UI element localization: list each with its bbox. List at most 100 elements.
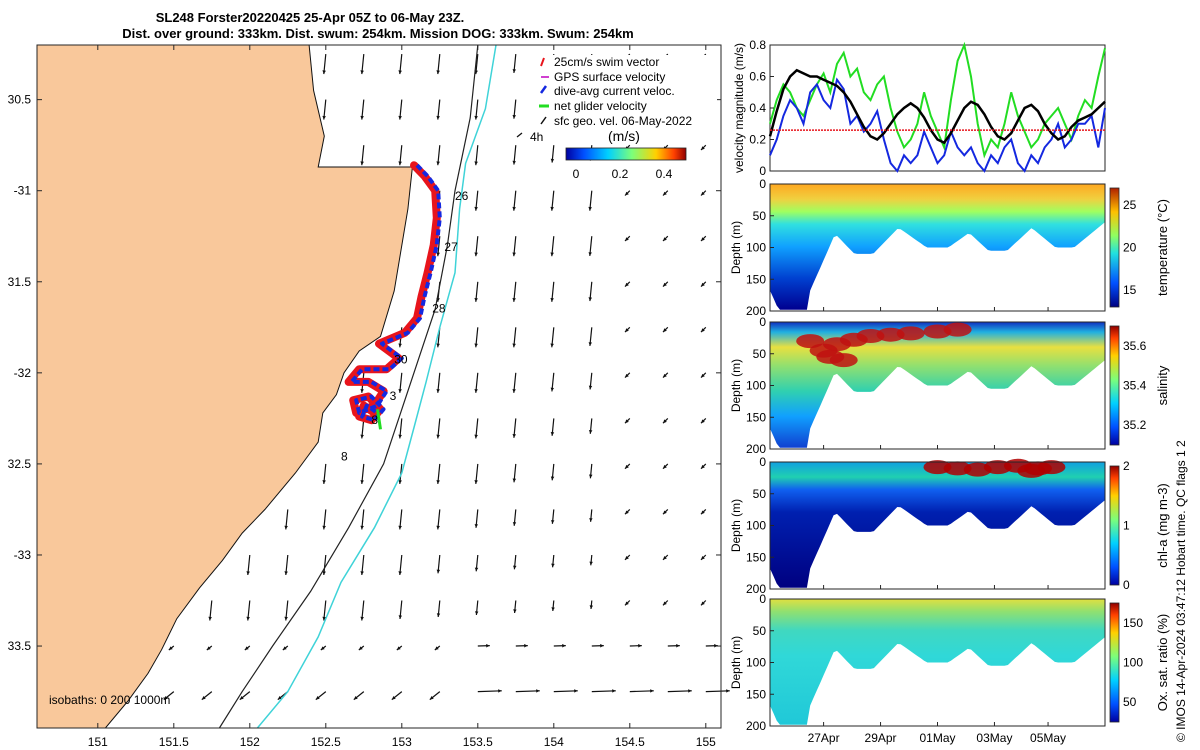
legend-dive-icon	[539, 85, 548, 94]
current-vector-head	[486, 644, 490, 648]
glider-net-velocity-tail	[376, 409, 382, 430]
oxygen-ylabel: Depth (m)	[729, 636, 743, 689]
current-vector-head	[550, 252, 554, 257]
oxygen-colorbar	[1109, 602, 1120, 723]
current-vector-head	[550, 476, 555, 481]
current-vector-head	[701, 282, 705, 287]
current-vector-head	[398, 70, 402, 75]
current-vector-head	[284, 571, 288, 575]
current-vector-head	[701, 510, 705, 515]
glider-track-current	[349, 163, 442, 423]
current-vector-head	[436, 480, 440, 484]
current-vector-head	[206, 646, 211, 650]
current-vector-head	[322, 525, 326, 530]
salinity-panel: 0 50 100 150 200 Depth (m) 35.2 35.4 35.6 salinit…	[729, 315, 1170, 456]
velocity-ticks: 0 0.2 0.4 0.6 0.8	[749, 38, 774, 178]
map-xtick-label: 153	[392, 735, 412, 749]
map-ytick-label: -32	[14, 366, 32, 380]
current-vector-head	[524, 644, 528, 648]
current-vector-head	[550, 206, 554, 211]
current-vector-head	[322, 70, 326, 75]
temperature-ytick-label: 150	[746, 272, 766, 286]
current-vector-head	[550, 158, 555, 163]
salinity-ytick-label: 200	[746, 442, 766, 456]
current-vector-head	[360, 70, 364, 75]
current-vector-head	[474, 480, 478, 484]
salinity-colorbar-tick: 35.4	[1123, 379, 1147, 393]
current-vector-head	[391, 696, 396, 700]
current-vector-head	[239, 696, 244, 700]
current-vector-head	[436, 434, 440, 439]
current-vector-head	[714, 644, 718, 648]
current-vector-head	[512, 160, 516, 165]
current-vector-head	[625, 282, 629, 287]
current-vector-head	[536, 689, 540, 693]
current-vector-head	[512, 478, 517, 483]
current-vector-head	[201, 696, 206, 700]
isobath-1000m	[256, 44, 497, 729]
oxygen-ytick-label: 200	[746, 719, 766, 733]
map-colorbar-tick: 0	[573, 167, 580, 181]
current-vector-head	[322, 480, 326, 484]
current-vector-head	[625, 237, 629, 241]
map-xtick-label: 151.5	[159, 735, 189, 749]
map-xtick-label: 151	[88, 735, 108, 749]
map-xtick-label: 155	[696, 735, 716, 749]
map-axis-ticks: 151 151.5 152 152.5 153 153.5 154 154.5 155 30.5 -…	[8, 45, 721, 749]
current-vector-head	[512, 343, 516, 348]
current-vector-head	[474, 115, 478, 120]
temperature-ytick-label: 200	[746, 304, 766, 318]
current-vector-head	[163, 696, 168, 700]
velocity-ytick-label: 0	[759, 164, 766, 178]
time-xtick-label: 29Apr	[865, 731, 897, 745]
velocity-panel: 0 0.2 0.4 0.6 0.8 velocity magnitude (m/s)	[732, 38, 1106, 178]
current-vector-head	[398, 615, 402, 619]
current-vector-head	[588, 206, 592, 211]
current-vector-head	[353, 696, 358, 700]
current-vector-head	[436, 569, 441, 574]
colorbar-unit: (m/s)	[608, 128, 640, 144]
current-vector-head	[589, 518, 593, 522]
current-vector-head	[588, 342, 592, 346]
map-ytick-label: 31.5	[8, 275, 32, 289]
salinity-ytick-label: 100	[746, 379, 766, 393]
day-label: 8	[371, 413, 378, 427]
day-label: 27	[444, 240, 458, 254]
current-vector-head	[589, 561, 593, 566]
current-vector-head	[512, 389, 516, 393]
velocity-series-line	[769, 77, 1106, 173]
current-vector	[553, 690, 578, 693]
map-land	[36, 44, 413, 729]
chla-colorbar	[1109, 465, 1120, 586]
current-vector-head	[650, 689, 654, 693]
day-label: 3	[390, 389, 397, 403]
current-vector-head	[701, 146, 705, 150]
current-vector-head	[322, 571, 326, 575]
temperature-colorbar-tick: 20	[1123, 241, 1137, 255]
title-line-1: SL248 Forster20220425 25-Apr 05Z to 06-M…	[156, 10, 465, 25]
chla-ylabel: Depth (m)	[729, 499, 743, 552]
current-vector-head	[436, 252, 440, 257]
glider-track	[344, 161, 442, 430]
current-vector-head	[512, 298, 516, 302]
current-vector-head	[701, 328, 705, 333]
salinity-ytick-label: 150	[746, 410, 766, 424]
current-vector-head	[588, 297, 592, 302]
temperature-ytick-label: 100	[746, 241, 766, 255]
oxygen-colorbar-label: Ox. sat. ratio (%)	[1155, 614, 1170, 712]
current-vector-head	[612, 689, 616, 693]
salinity-high-values	[829, 353, 858, 368]
temperature-ylabel: Depth (m)	[729, 221, 743, 274]
current-vector-head	[676, 644, 680, 648]
current-vector-head	[600, 644, 604, 648]
current-vector-head	[398, 525, 402, 530]
current-vector-head	[475, 611, 479, 615]
map-ytick-label: 30.5	[8, 93, 32, 107]
map-current-vectors	[163, 53, 730, 701]
current-vector-head	[663, 328, 667, 333]
temperature-ytick-label: 50	[753, 209, 767, 223]
current-vector-head	[315, 696, 320, 700]
